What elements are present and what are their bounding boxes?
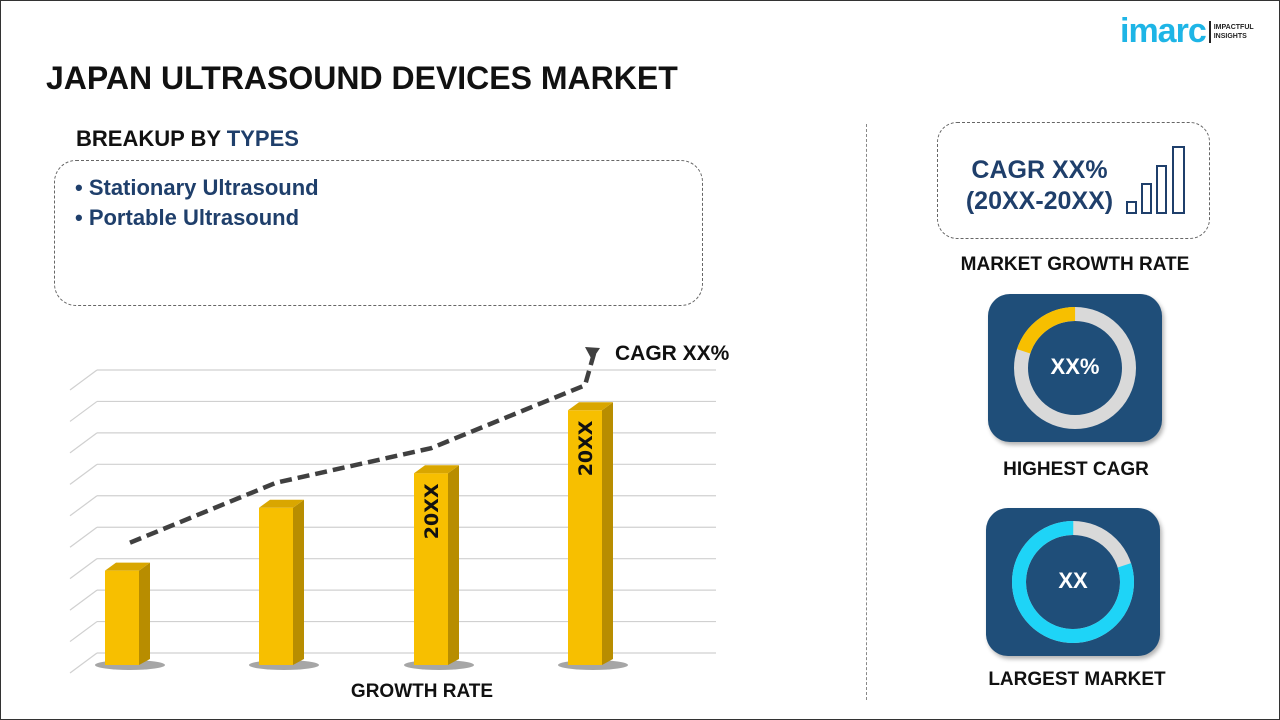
- growth-chart: 20XX 20XX: [69, 347, 716, 674]
- tagline-2: INSIGHTS: [1213, 32, 1247, 40]
- breakup-prefix: BREAKUP BY: [76, 126, 227, 151]
- breakup-highlight: TYPES: [226, 126, 299, 151]
- bar: [259, 507, 293, 665]
- highest-donut: [1014, 307, 1136, 429]
- cagr-line-2: (20XX-20XX): [965, 187, 1114, 215]
- highest-cagr-tile: XX%: [988, 294, 1162, 442]
- logo-word: imarc: [1120, 12, 1207, 50]
- type-item: • Stationary Ultrasound: [75, 175, 319, 200]
- tagline-1: IMPACTFUL: [1213, 23, 1254, 31]
- largest-market-label: LARGEST MARKET: [988, 669, 1166, 690]
- highest-cagr-label: HIGHEST CAGR: [1003, 459, 1149, 480]
- largest-market-tile: XX: [986, 508, 1160, 656]
- trend-line: [129, 349, 598, 545]
- gridline-side: [69, 621, 98, 643]
- gridline-side: [69, 463, 98, 485]
- bar-top: [568, 402, 613, 411]
- trend-arrow: [585, 347, 600, 360]
- bar-top: [414, 465, 459, 474]
- gridline-side: [69, 369, 98, 391]
- bar-top: [105, 562, 150, 571]
- largest-value: XX: [1058, 568, 1088, 593]
- gridline-side: [69, 652, 98, 674]
- type-item: • Portable Ultrasound: [75, 205, 300, 230]
- trend-label: CAGR XX%: [615, 342, 730, 365]
- bar: [105, 570, 139, 665]
- logo-divider: [1208, 20, 1211, 43]
- donut-fill: [1012, 521, 1134, 643]
- imarc-logo: imarc IMPACTFUL INSIGHTS: [1120, 12, 1254, 51]
- types-box: • Stationary Ultrasound • Portable Ultra…: [54, 160, 703, 306]
- bar-label: 20XX: [421, 483, 443, 539]
- bar-side: [139, 562, 150, 665]
- breakup-heading: BREAKUP BY TYPES: [76, 126, 299, 152]
- page-title: JAPAN ULTRASOUND DEVICES MARKET: [46, 60, 678, 96]
- bar-side: [602, 402, 613, 665]
- gridline-side: [69, 526, 98, 548]
- bar-side: [293, 499, 304, 665]
- bar-chart-icon: [1126, 146, 1185, 214]
- logo-tagline: IMPACTFUL INSIGHTS: [1214, 23, 1254, 41]
- gridline-side: [69, 432, 98, 454]
- cagr-line-1: CAGR XX%: [971, 156, 1108, 184]
- bar-top: [259, 499, 304, 508]
- chart-xlabel: GROWTH RATE: [350, 681, 494, 702]
- bar: [414, 473, 448, 665]
- gridline-side: [69, 589, 98, 611]
- market-growth-label: MARKET GROWTH RATE: [960, 254, 1190, 275]
- donut-fill: [1014, 307, 1136, 429]
- highest-value: XX%: [1050, 354, 1100, 379]
- gridline-side: [69, 495, 98, 517]
- bar: [568, 410, 602, 665]
- divider: [866, 124, 867, 700]
- largest-donut: [1012, 521, 1134, 643]
- bar-label: 20XX: [575, 420, 597, 476]
- gridline-side: [69, 558, 98, 580]
- cagr-text: CAGR XX% (20XX-20XX): [952, 155, 1127, 217]
- gridline-side: [69, 400, 98, 422]
- bar-side: [448, 465, 459, 665]
- cagr-box: [937, 122, 1210, 239]
